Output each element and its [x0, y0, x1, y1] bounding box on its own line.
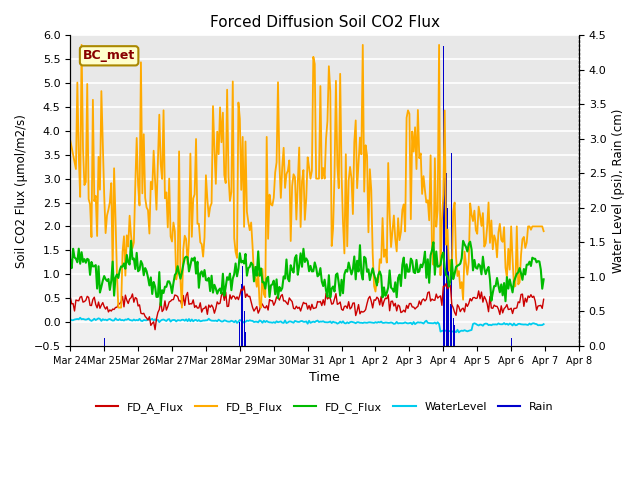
Bar — [241, 284, 242, 346]
Bar — [70, 250, 579, 346]
Text: BC_met: BC_met — [83, 49, 135, 62]
Y-axis label: Water Level (psi), Rain (cm): Water Level (psi), Rain (cm) — [612, 108, 625, 273]
Bar — [454, 325, 455, 346]
Bar — [444, 139, 445, 346]
Bar — [452, 318, 454, 346]
Bar — [443, 46, 444, 346]
Bar — [451, 153, 452, 346]
Bar — [104, 337, 105, 346]
Y-axis label: Soil CO2 Flux (μmol/m2/s): Soil CO2 Flux (μmol/m2/s) — [15, 114, 28, 267]
Bar — [450, 304, 451, 346]
Bar — [447, 208, 448, 346]
Legend: FD_A_Flux, FD_B_Flux, FD_C_Flux, WaterLevel, Rain: FD_A_Flux, FD_B_Flux, FD_C_Flux, WaterLe… — [91, 398, 558, 418]
Bar — [445, 173, 447, 346]
Bar — [245, 332, 246, 346]
X-axis label: Time: Time — [309, 371, 340, 384]
Title: Forced Diffusion Soil CO2 Flux: Forced Diffusion Soil CO2 Flux — [210, 15, 440, 30]
Bar — [70, 36, 579, 250]
Bar — [239, 322, 241, 346]
Bar — [242, 266, 243, 346]
